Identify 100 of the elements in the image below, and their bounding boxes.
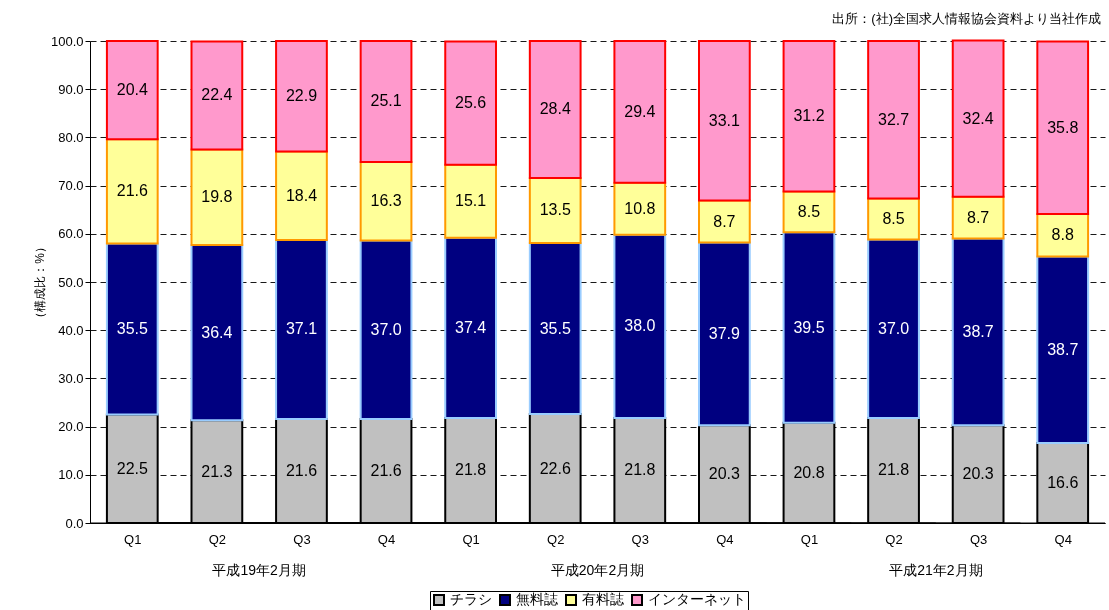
bar [105, 40, 159, 141]
data-label: 21.6 [285, 461, 318, 479]
data-label: 16.6 [1047, 473, 1079, 491]
x-tick-label: Q2 [547, 531, 565, 547]
bar [444, 236, 497, 419]
bar [782, 40, 836, 193]
data-label: 37.0 [877, 319, 910, 337]
bar [359, 40, 413, 163]
bar [782, 231, 836, 424]
bar [105, 138, 159, 245]
data-label: 37.4 [455, 318, 487, 336]
x-tick-label: Q2 [208, 531, 227, 547]
data-label: 19.8 [201, 188, 233, 206]
data-label: 39.5 [793, 318, 825, 336]
y-tick-label: 60.0 [58, 226, 84, 242]
bar [867, 40, 920, 200]
data-label: 13.5 [539, 201, 571, 219]
data-label: 37.1 [285, 320, 318, 338]
text: 平成19年2月期 [212, 562, 306, 578]
x-tick-label: Q3 [969, 531, 988, 547]
text: 出所：(社)全国求人情報協会資料より当社作成 [832, 11, 1101, 26]
data-label: 8.7 [967, 208, 990, 226]
data-label: 16.3 [370, 192, 402, 210]
data-label: 38.0 [624, 317, 656, 335]
data-label: 22.4 [201, 86, 233, 104]
x-tick-label: Q2 [885, 531, 903, 547]
data-label: 20.3 [962, 465, 994, 483]
bar [613, 40, 667, 184]
data-label: 38.7 [1047, 340, 1079, 358]
y-tick-label: 20.0 [58, 419, 84, 435]
data-label: 20.3 [708, 465, 741, 483]
data-label: 37.0 [370, 320, 402, 338]
bar [528, 40, 582, 179]
x-tick-label: Q4 [1054, 531, 1072, 547]
bar [613, 233, 667, 419]
bar [528, 176, 582, 244]
data-label: 32.4 [962, 109, 994, 127]
bar [190, 243, 244, 422]
data-label: 8.5 [797, 202, 821, 220]
data-label: 21.8 [455, 461, 487, 479]
y-tick-label: 0.0 [65, 515, 84, 531]
y-tick-label: 70.0 [58, 178, 84, 194]
data-label: 38.7 [962, 322, 994, 340]
bar [1036, 255, 1090, 444]
text: 平成20年2月期 [550, 562, 645, 578]
data-label: 8.7 [713, 212, 736, 230]
bar [528, 241, 582, 416]
data-label: 29.4 [624, 102, 656, 120]
data-label: 20.4 [116, 81, 148, 99]
y-tick-label: 100.0 [50, 33, 84, 49]
data-label: 15.1 [455, 192, 487, 210]
data-label: 36.4 [201, 323, 233, 341]
data-label: 28.4 [539, 100, 571, 118]
data-label: 21.3 [201, 462, 233, 480]
legend-label: 有料誌 [582, 591, 624, 607]
data-label: 25.6 [455, 94, 487, 112]
bar [359, 160, 413, 242]
bar [444, 163, 497, 239]
y-tick-label: 40.0 [58, 322, 84, 338]
data-label: 10.8 [624, 199, 656, 217]
data-label: 21.8 [624, 461, 656, 479]
y-tick-label: 90.0 [58, 81, 84, 97]
bar [951, 39, 1005, 198]
bar [190, 40, 244, 151]
data-label: 35.5 [539, 319, 571, 337]
data-label: 8.8 [1051, 226, 1074, 244]
data-label: 22.9 [285, 87, 318, 105]
bar [275, 40, 328, 153]
legend-label: チラシ [450, 591, 492, 607]
legend-label: インターネット [648, 591, 746, 607]
bar [275, 239, 328, 420]
bar [698, 241, 751, 427]
data-label: 21.6 [370, 461, 402, 479]
bar [190, 148, 244, 246]
y-tick-label: 50.0 [58, 274, 84, 290]
data-label: 35.5 [116, 319, 148, 337]
x-tick-label: Q1 [124, 531, 142, 547]
data-label: 21.6 [116, 182, 148, 200]
bar [613, 181, 667, 236]
data-label: 8.5 [882, 210, 905, 228]
y-tick-label: 30.0 [58, 370, 84, 386]
data-label: 22.6 [539, 459, 571, 477]
bar [951, 195, 1005, 240]
bar [867, 238, 920, 419]
data-label: 37.9 [708, 324, 741, 342]
x-tick-label: Q1 [800, 531, 819, 547]
bar [105, 242, 159, 416]
y-axis-title: （構成比：%） [32, 241, 47, 324]
bar [444, 40, 497, 166]
bar [359, 239, 413, 420]
x-tick-label: Q1 [462, 531, 480, 547]
x-tick-label: Q3 [631, 531, 649, 547]
data-label: 20.8 [793, 463, 825, 481]
data-label: 22.5 [116, 459, 148, 477]
data-label: 18.4 [285, 186, 318, 204]
y-tick-label: 80.0 [58, 129, 84, 145]
data-label: 25.1 [370, 92, 402, 110]
x-tick-label: Q4 [377, 531, 396, 547]
legend-label: 無料誌 [516, 591, 558, 607]
bar [275, 150, 328, 242]
